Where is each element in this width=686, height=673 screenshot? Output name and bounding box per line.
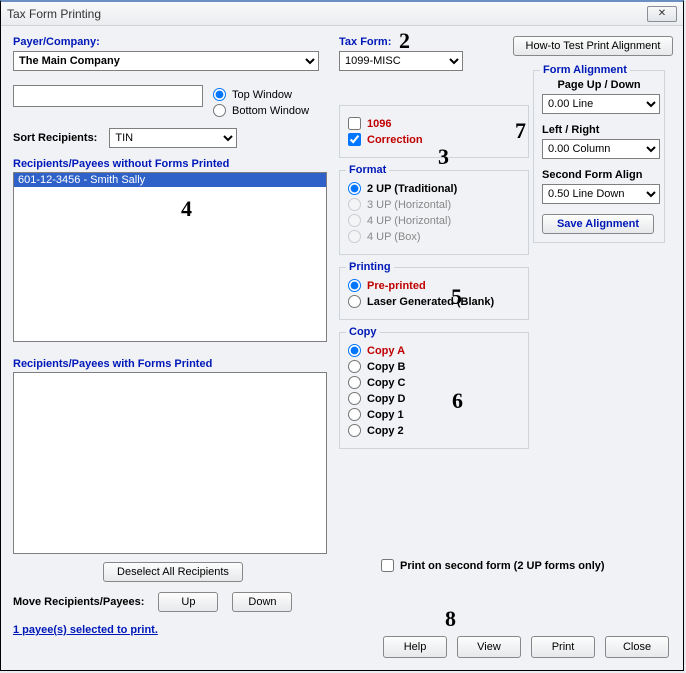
copy-opt-1: Copy B	[367, 361, 406, 373]
close-icon[interactable]: ✕	[647, 6, 677, 22]
copy-1-radio[interactable]	[348, 408, 361, 421]
annotation-8: 8	[445, 606, 456, 632]
annotation-6: 6	[452, 388, 463, 414]
print-second-label: Print on second form (2 UP forms only)	[400, 560, 605, 572]
down-button[interactable]: Down	[232, 592, 292, 612]
alignment-group: Form Alignment Page Up / Down 0.00 Line …	[533, 70, 665, 243]
window-radio-group: Top Window Bottom Window	[213, 85, 309, 120]
copy-opt-5: Copy 2	[367, 425, 404, 437]
copy-d-radio[interactable]	[348, 392, 361, 405]
payer-select[interactable]: The Main Company	[13, 51, 319, 71]
list-item[interactable]: 601-12-3456 - Smith Sally	[14, 173, 326, 187]
taxform-select[interactable]: 1099-MISC	[339, 51, 463, 71]
copy-group: Copy Copy A Copy B Copy C Copy D Copy 1 …	[339, 332, 529, 449]
format-opt-1: 3 UP (Horizontal)	[367, 199, 451, 211]
status-link[interactable]: 1 payee(s) selected to print.	[13, 624, 158, 636]
format-2up-radio[interactable]	[348, 182, 361, 195]
1096-label: 1096	[367, 118, 391, 130]
1096-checkbox[interactable]	[348, 117, 361, 130]
page-ud-label: Page Up / Down	[542, 79, 656, 91]
format-4upb-radio[interactable]	[348, 230, 361, 243]
window-title: Tax Form Printing	[7, 7, 101, 21]
bottom-window-label: Bottom Window	[232, 105, 309, 117]
mid-column: Tax Form: 1099-MISC 1096 Correction Form…	[339, 36, 529, 449]
sort-select[interactable]: TIN	[109, 128, 237, 148]
format-3up-radio[interactable]	[348, 198, 361, 211]
sort-label: Sort Recipients:	[13, 132, 97, 144]
print-second-row: Print on second form (2 UP forms only)	[381, 559, 605, 572]
format-legend: Format	[346, 164, 389, 176]
printing-legend: Printing	[346, 261, 394, 273]
rec-with-list[interactable]	[13, 372, 327, 554]
right-column: How-to Test Print Alignment Form Alignme…	[533, 36, 665, 243]
laser-radio[interactable]	[348, 295, 361, 308]
taxform-label: Tax Form:	[339, 36, 529, 48]
printing-opt-1: Laser Generated (Blank)	[367, 296, 494, 308]
annotation-3: 3	[438, 144, 449, 170]
ten96-group: 1096 Correction	[339, 105, 529, 158]
format-group: Format 2 UP (Traditional) 3 UP (Horizont…	[339, 170, 529, 255]
window: Tax Form Printing ✕ Payer/Company: The M…	[0, 0, 684, 671]
format-opt-0: 2 UP (Traditional)	[367, 183, 457, 195]
preprinted-radio[interactable]	[348, 279, 361, 292]
format-4uph-radio[interactable]	[348, 214, 361, 227]
annotation-7: 7	[515, 118, 526, 144]
left-column: Payer/Company: The Main Company Top Wind…	[13, 36, 333, 636]
copy-legend: Copy	[346, 326, 380, 338]
titlebar: Tax Form Printing ✕	[1, 2, 683, 26]
close-button[interactable]: Close	[605, 636, 669, 658]
second-align-select[interactable]: 0.50 Line Down	[542, 184, 660, 204]
top-window-label: Top Window	[232, 89, 292, 101]
copy-2-radio[interactable]	[348, 424, 361, 437]
move-label: Move Recipients/Payees:	[13, 596, 144, 608]
save-alignment-button[interactable]: Save Alignment	[542, 214, 654, 234]
left-right-label: Left / Right	[542, 124, 656, 136]
rec-without-list[interactable]: 601-12-3456 - Smith Sally	[13, 172, 327, 342]
rec-without-label: Recipients/Payees without Forms Printed	[13, 158, 333, 170]
payer-label: Payer/Company:	[13, 36, 333, 48]
format-opt-3: 4 UP (Box)	[367, 231, 421, 243]
copy-a-radio[interactable]	[348, 344, 361, 357]
howto-button[interactable]: How-to Test Print Alignment	[513, 36, 673, 56]
help-button[interactable]: Help	[383, 636, 447, 658]
bottom-window-radio[interactable]	[213, 104, 226, 117]
copy-opt-4: Copy 1	[367, 409, 404, 421]
window-filter-input[interactable]	[13, 85, 203, 107]
view-button[interactable]: View	[457, 636, 521, 658]
deselect-button[interactable]: Deselect All Recipients	[103, 562, 243, 582]
alignment-legend: Form Alignment	[540, 64, 630, 76]
content: Payer/Company: The Main Company Top Wind…	[1, 26, 683, 670]
second-align-label: Second Form Align	[542, 169, 656, 181]
format-opt-2: 4 UP (Horizontal)	[367, 215, 451, 227]
left-right-select[interactable]: 0.00 Column	[542, 139, 660, 159]
copy-b-radio[interactable]	[348, 360, 361, 373]
page-ud-select[interactable]: 0.00 Line	[542, 94, 660, 114]
print-button[interactable]: Print	[531, 636, 595, 658]
annotation-4: 4	[181, 196, 192, 222]
top-window-radio[interactable]	[213, 88, 226, 101]
rec-with-label: Recipients/Payees with Forms Printed	[13, 358, 333, 370]
up-button[interactable]: Up	[158, 592, 218, 612]
correction-checkbox[interactable]	[348, 133, 361, 146]
copy-c-radio[interactable]	[348, 376, 361, 389]
printing-opt-0: Pre-printed	[367, 280, 426, 292]
annotation-5: 5	[451, 284, 462, 310]
copy-opt-2: Copy C	[367, 377, 406, 389]
print-second-checkbox[interactable]	[381, 559, 394, 572]
copy-opt-3: Copy D	[367, 393, 406, 405]
correction-label: Correction	[367, 134, 423, 146]
annotation-2: 2	[399, 28, 410, 54]
copy-opt-0: Copy A	[367, 345, 405, 357]
printing-group: Printing Pre-printed Laser Generated (Bl…	[339, 267, 529, 320]
bottom-buttons: Help View Print Close	[383, 636, 669, 658]
